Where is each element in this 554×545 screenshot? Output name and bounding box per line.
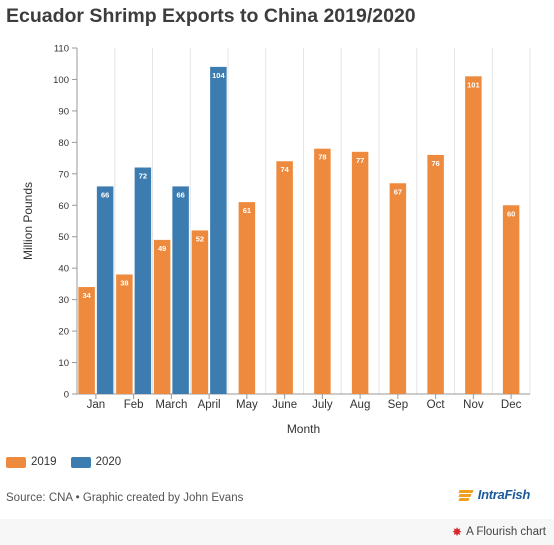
chart-title: Ecuador Shrimp Exports to China 2019/202… (6, 5, 416, 27)
bar-2019-april[interactable] (191, 230, 209, 394)
bar-value-label: 74 (280, 165, 289, 174)
bar-value-label: 52 (196, 234, 204, 243)
y-tick-label: 0 (64, 390, 69, 401)
y-tick-label: 30 (58, 295, 69, 306)
x-tick-label: Sep (388, 399, 408, 411)
bar-value-label: 34 (82, 291, 91, 300)
flourish-credit[interactable]: ✸ A Flourish chart (452, 525, 546, 539)
y-tick-label: 40 (58, 264, 69, 275)
x-tick-label: April (198, 399, 221, 411)
bar-value-label: 78 (318, 153, 326, 162)
bar-2020-jan[interactable] (96, 186, 114, 394)
legend-item-2020[interactable]: 2020 (70, 456, 122, 468)
bar-2019-march[interactable] (153, 239, 171, 394)
bar-2019-nov[interactable] (465, 76, 482, 395)
x-axis-title: Month (287, 422, 320, 436)
bar-2019-july[interactable] (314, 148, 331, 394)
bar-value-label: 104 (212, 71, 225, 80)
bar-2020-march[interactable] (172, 186, 189, 394)
bar-value-label: 61 (243, 206, 251, 215)
y-tick-label: 10 (58, 358, 69, 369)
legend-swatch-2020 (70, 456, 91, 468)
x-tick-label: May (236, 399, 258, 411)
y-axis-title: Million Pounds (21, 182, 35, 260)
y-tick-label: 50 (58, 232, 69, 243)
bar-2019-jan[interactable] (78, 287, 95, 394)
bar-value-label: 66 (176, 190, 184, 199)
y-tick-label: 90 (58, 106, 69, 117)
x-tick-label: Oct (427, 399, 446, 411)
x-tick-label: Dec (501, 399, 522, 411)
intrafish-logo-icon (458, 489, 475, 501)
y-tick-label: 80 (58, 138, 69, 149)
bar-2019-oct[interactable] (427, 154, 444, 394)
y-tick-label: 100 (53, 75, 69, 86)
y-tick-label: 20 (58, 327, 69, 338)
bar-2019-june[interactable] (276, 161, 293, 394)
x-tick-label: March (155, 399, 187, 411)
logo-text: IntraFish (477, 487, 531, 502)
y-tick-label: 110 (54, 44, 69, 55)
x-tick-label: June (272, 399, 297, 411)
x-tick-label: Aug (350, 399, 370, 411)
footer-bar (0, 519, 554, 545)
bar-value-label: 72 (139, 172, 147, 181)
bar-value-label: 49 (158, 244, 166, 253)
bar-2019-dec[interactable] (502, 205, 520, 394)
flourish-icon: ✸ (452, 525, 463, 539)
bar-value-label: 60 (507, 209, 515, 218)
flourish-label: A Flourish chart (466, 526, 546, 538)
y-tick-label: 60 (58, 201, 69, 212)
bar-2020-april[interactable] (210, 66, 227, 394)
bar-2020-feb[interactable] (134, 167, 152, 394)
bar-value-label: 101 (467, 80, 480, 89)
legend-swatch-2019 (6, 456, 26, 468)
bar-2019-aug[interactable] (351, 151, 369, 394)
bar-2019-sep[interactable] (389, 183, 407, 394)
bar-value-label: 76 (431, 159, 439, 168)
y-tick-label: 70 (58, 169, 69, 180)
bar-chart: 0 10 20 30 40 50 60 70 80 90 100 110 34 66 Jan 38 72 Feb 4… (21, 44, 531, 436)
x-tick-label: Nov (463, 399, 484, 411)
bar-value-label: 67 (394, 187, 402, 196)
legend-label-2020: 2020 (95, 456, 122, 468)
legend: 2019 2020 (6, 456, 121, 468)
intrafish-logo[interactable]: IntraFish (458, 487, 531, 502)
legend-label-2019: 2019 (31, 456, 57, 468)
bar-value-label: 38 (120, 278, 128, 287)
legend-item-2019[interactable]: 2019 (6, 456, 57, 468)
bar-2019-may[interactable] (238, 202, 256, 394)
bar-value-label: 66 (101, 190, 109, 199)
x-tick-label: Jan (87, 399, 106, 411)
bar-value-label: 77 (356, 156, 364, 165)
source-note: Source: CNA • Graphic created by John Ev… (6, 492, 244, 504)
x-tick-label: Feb (124, 399, 144, 411)
bar-2019-feb[interactable] (116, 274, 133, 394)
x-tick-label: July (312, 399, 333, 411)
